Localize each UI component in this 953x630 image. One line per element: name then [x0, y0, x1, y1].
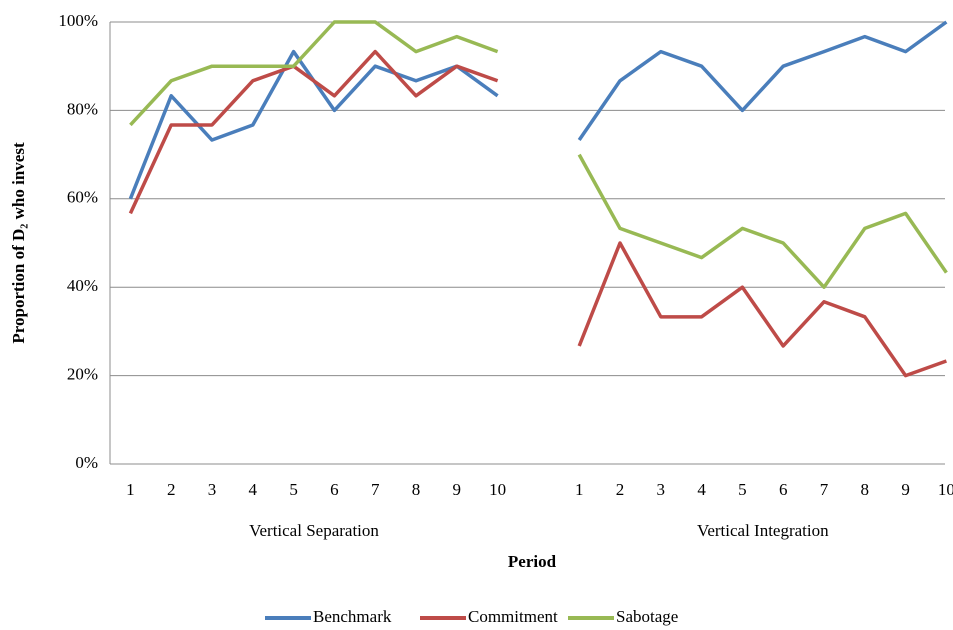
x-tick-label: 9 — [901, 480, 910, 499]
x-tick-label: 6 — [779, 480, 788, 499]
y-tick-label: 60% — [67, 188, 98, 207]
y-tick-label: 80% — [67, 99, 98, 118]
x-tick-label: 5 — [289, 480, 298, 499]
series-line — [129, 20, 499, 127]
y-axis-title: Proportion of D₂ who invest — [9, 142, 28, 344]
x-tick-label: 7 — [820, 480, 829, 499]
x-tick-label: 3 — [657, 480, 666, 499]
x-axis-title: Period — [508, 552, 557, 571]
y-tick-label: 100% — [58, 11, 98, 30]
legend-label: Benchmark — [313, 607, 392, 626]
series-line — [128, 49, 499, 215]
y-tick-label: 40% — [67, 276, 98, 295]
x-tick-label: 8 — [861, 480, 870, 499]
x-tick-label: 7 — [371, 480, 380, 499]
x-tick-label: 2 — [616, 480, 625, 499]
x-tick-label: 8 — [412, 480, 421, 499]
x-tick-label: 10 — [489, 480, 506, 499]
group-label: Vertical Integration — [697, 521, 829, 540]
y-tick-label: 20% — [67, 365, 98, 384]
x-tick-label: 1 — [126, 480, 135, 499]
x-tick-label: 1 — [575, 480, 584, 499]
x-tick-label: 4 — [249, 480, 258, 499]
x-tick-label: 3 — [208, 480, 217, 499]
x-tick-label: 6 — [330, 480, 339, 499]
series-line — [577, 20, 948, 142]
x-tick-label: 2 — [167, 480, 176, 499]
group-label: Vertical Separation — [249, 521, 379, 540]
x-tick-label: 5 — [738, 480, 747, 499]
x-tick-label: 4 — [697, 480, 706, 499]
y-tick-label: 0% — [75, 453, 98, 472]
legend-label: Sabotage — [616, 607, 678, 626]
x-tick-label: 10 — [938, 480, 953, 499]
legend-label: Commitment — [468, 607, 558, 626]
x-tick-label: 9 — [453, 480, 462, 499]
series-line — [577, 153, 948, 289]
series-line — [577, 241, 947, 378]
